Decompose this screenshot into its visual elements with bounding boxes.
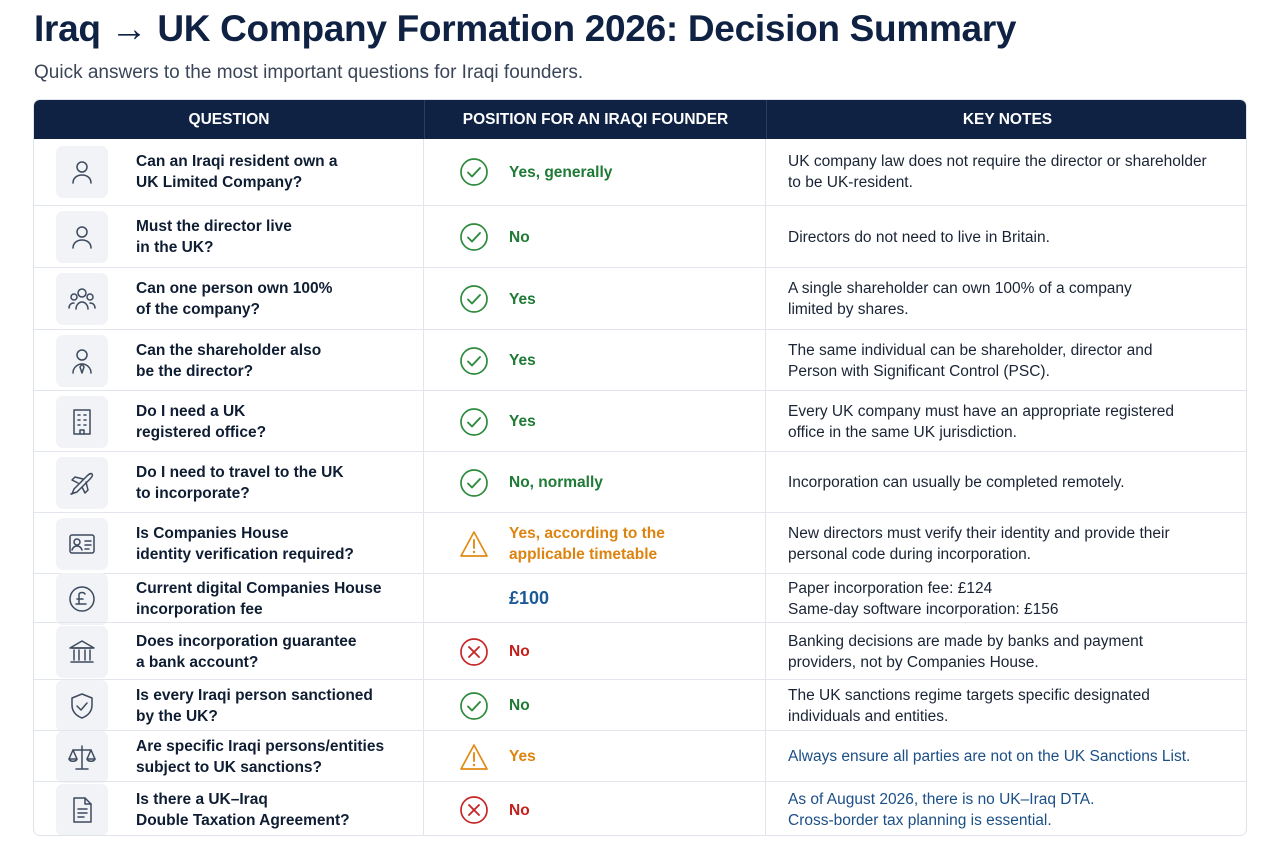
row-icon-box <box>56 146 108 198</box>
question-text: Do I need a UK registered office? <box>136 402 267 441</box>
question-text: Can the shareholder also be the director… <box>136 341 322 380</box>
check-circle-icon <box>459 468 489 498</box>
note-text: Every UK company must have an appropriat… <box>788 402 1174 441</box>
question-text: Do I need to travel to the UK to incorpo… <box>136 463 344 502</box>
check-circle-icon <box>459 157 489 187</box>
page-subtitle: Quick answers to the most important ques… <box>34 62 584 83</box>
column-divider <box>423 139 424 835</box>
check-circle-icon <box>459 691 489 721</box>
row-icon-box <box>56 679 108 732</box>
row-icon-box <box>56 784 108 835</box>
table-row: Can an Iraqi resident own a UK Limited C… <box>34 139 1246 205</box>
warning-triangle-icon <box>459 529 489 559</box>
table-row: Current digital Companies House incorpor… <box>34 572 1246 625</box>
note-text: UK company law does not require the dire… <box>788 153 1207 191</box>
decision-table: QUESTION POSITION FOR AN IRAQI FOUNDER K… <box>33 99 1247 836</box>
table-row: Is there a UK–Iraq Double Taxation Agree… <box>34 781 1246 835</box>
table-row: Do I need a UK registered office? Yes Ever… <box>34 390 1246 451</box>
question-text: Does incorporation guarantee a bank acco… <box>136 632 357 671</box>
table-row: Does incorporation guarantee a bank acco… <box>34 622 1246 679</box>
table-row: Can one person own 100% of the company? Y… <box>34 267 1246 329</box>
row-icon-box <box>56 395 108 448</box>
person-icon <box>72 226 92 249</box>
table-row: Is Companies House identity verification… <box>34 512 1246 573</box>
position-text: No <box>509 697 530 714</box>
table-row: Do I need to travel to the UK to incorpo… <box>34 451 1246 512</box>
table-row: Are specific Iraqi persons/entities subj… <box>34 730 1246 783</box>
check-circle-icon <box>459 222 489 252</box>
question-text: Can an Iraqi resident own a UK Limited C… <box>136 153 338 191</box>
table-row: Is every Iraqi person sanctioned by the … <box>34 679 1246 732</box>
note-text: The UK sanctions regime targets specific… <box>788 686 1150 725</box>
x-circle-icon <box>459 795 489 825</box>
row-icon-box <box>56 273 108 325</box>
question-text: Is every Iraqi person sanctioned by the … <box>136 686 373 725</box>
question-text: Is there a UK–Iraq Double Taxation Agree… <box>136 791 350 829</box>
header-question: QUESTION <box>188 111 270 128</box>
note-text: The same individual can be shareholder, … <box>788 341 1153 380</box>
position-text: No <box>509 801 530 819</box>
shield-check-icon <box>71 692 93 719</box>
note-text: New directors must verify their identity… <box>788 524 1170 563</box>
document-icon <box>73 797 92 823</box>
check-circle-icon <box>459 346 489 376</box>
position-text: Yes <box>509 748 536 765</box>
x-circle-icon <box>459 637 489 667</box>
table-header: QUESTION POSITION FOR AN IRAQI FOUNDER K… <box>34 100 1246 139</box>
row-icon-box <box>56 730 108 783</box>
row-icon-box <box>56 211 108 263</box>
note-text: Banking decisions are made by banks and … <box>788 632 1143 671</box>
row-icon-box <box>56 625 108 678</box>
position-text: Yes <box>509 352 536 369</box>
scales-icon <box>68 744 96 770</box>
row-icon-box <box>56 572 108 625</box>
warning-triangle-icon <box>459 742 489 772</box>
page-title: Iraq → UK Company Formation 2026: Decisi… <box>34 8 1017 49</box>
row-icon-box <box>56 456 108 509</box>
airplane-icon <box>70 472 94 495</box>
question-text: Are specific Iraqi persons/entities subj… <box>136 737 385 776</box>
position-text: Yes, according to the applicable timetab… <box>509 524 665 563</box>
question-text: Must the director live in the UK? <box>136 218 292 256</box>
id-card-icon <box>69 533 95 554</box>
bank-icon <box>69 639 95 663</box>
position-text: No, normally <box>509 474 603 491</box>
position-text: Yes, generally <box>509 163 613 181</box>
note-text: As of August 2026, there is no UK–Iraq D… <box>788 791 1095 829</box>
position-text: Yes <box>509 290 536 308</box>
question-text: Current digital Companies House incorpor… <box>136 579 382 618</box>
position-text: No <box>509 643 530 660</box>
group-icon <box>68 288 96 310</box>
question-text: Can one person own 100% of the company? <box>136 280 333 318</box>
note-text: Incorporation can usually be completed r… <box>788 474 1125 491</box>
question-text: Is Companies House identity verification… <box>136 524 354 563</box>
column-divider <box>765 139 766 835</box>
header-notes: KEY NOTES <box>766 100 1246 139</box>
table-row: Can the shareholder also be the director… <box>34 329 1246 390</box>
check-circle-icon <box>459 284 489 314</box>
row-icon-box <box>56 334 108 387</box>
note-text: Directors do not need to live in Britain… <box>788 228 1050 246</box>
row-icon-box <box>56 517 108 570</box>
person-tie-icon <box>72 348 92 374</box>
position-text: No <box>509 228 530 246</box>
building-icon <box>73 408 91 435</box>
check-circle-icon <box>459 407 489 437</box>
pound-coin-icon <box>69 585 95 612</box>
position-text: Yes <box>509 413 536 430</box>
note-text: Always ensure all parties are not on the… <box>788 748 1191 765</box>
table-row: Must the director live in the UK? No Direc… <box>34 205 1246 267</box>
note-text: Paper incorporation fee: £124 Same-day s… <box>788 579 1059 618</box>
person-icon <box>72 161 92 184</box>
position-text: £100 <box>509 588 550 608</box>
header-position: POSITION FOR AN IRAQI FOUNDER <box>424 100 766 139</box>
note-text: A single shareholder can own 100% of a c… <box>788 280 1132 318</box>
